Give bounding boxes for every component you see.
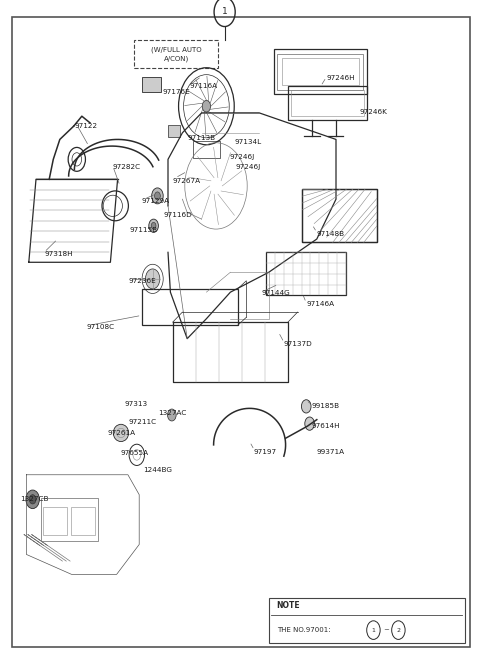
Text: 97197: 97197 (253, 448, 276, 455)
Text: 1327CB: 1327CB (20, 496, 48, 503)
Bar (266, 252, 346, 295)
Bar (168, 125, 180, 137)
Circle shape (149, 219, 158, 232)
Text: 97108C: 97108C (86, 323, 115, 330)
Bar (269, 598, 465, 643)
Bar (274, 49, 367, 94)
Text: 97246J: 97246J (229, 153, 255, 160)
Text: NOTE: NOTE (276, 601, 300, 610)
Circle shape (151, 222, 156, 229)
Text: 97116A: 97116A (190, 83, 218, 90)
Circle shape (202, 100, 211, 112)
Text: 1244BG: 1244BG (143, 467, 172, 473)
Bar (41, 498, 98, 541)
Text: 1: 1 (372, 627, 375, 633)
Text: 97655A: 97655A (121, 450, 149, 456)
Bar (43, 507, 67, 535)
Bar (134, 40, 218, 68)
Text: 2: 2 (396, 627, 400, 633)
Bar (277, 54, 363, 90)
Text: 97246J: 97246J (235, 164, 261, 171)
Text: 97313: 97313 (125, 400, 148, 407)
Text: THE NO.97001:: THE NO.97001: (277, 627, 331, 633)
Circle shape (145, 269, 160, 289)
Text: 97148B: 97148B (317, 230, 345, 237)
Text: 97116D: 97116D (163, 212, 192, 218)
Circle shape (168, 409, 176, 421)
Bar (142, 77, 161, 92)
Bar (302, 189, 377, 242)
Text: 97134L: 97134L (234, 139, 262, 145)
Text: 97236E: 97236E (129, 278, 156, 284)
Text: 1327AC: 1327AC (158, 410, 187, 416)
Text: 97261A: 97261A (108, 430, 136, 436)
Bar (291, 90, 364, 116)
Text: 97614H: 97614H (311, 423, 340, 430)
Text: 97144G: 97144G (262, 290, 290, 297)
Text: 97246H: 97246H (326, 75, 355, 82)
Text: 99371A: 99371A (317, 448, 345, 455)
Bar (282, 58, 359, 85)
Bar (288, 86, 367, 120)
Ellipse shape (113, 424, 129, 442)
Circle shape (155, 192, 160, 200)
Circle shape (301, 400, 311, 413)
Text: 97246K: 97246K (359, 108, 387, 115)
Text: 97129A: 97129A (142, 197, 170, 204)
Text: 97267A: 97267A (173, 177, 201, 184)
Text: (W/FULL AUTO: (W/FULL AUTO (151, 46, 202, 53)
Bar (302, 189, 377, 242)
Text: 97115B: 97115B (130, 227, 158, 234)
Circle shape (305, 417, 314, 430)
Text: 97146A: 97146A (306, 301, 335, 307)
Circle shape (29, 495, 36, 504)
Text: 1: 1 (222, 7, 228, 17)
Text: 97211C: 97211C (129, 419, 157, 426)
Text: 97318H: 97318H (44, 250, 73, 257)
Circle shape (26, 490, 39, 509)
Circle shape (152, 188, 163, 204)
Text: A/CON): A/CON) (164, 56, 189, 62)
Bar (193, 141, 220, 158)
Bar (142, 289, 238, 325)
Text: ~: ~ (383, 627, 389, 633)
Text: 97137D: 97137D (283, 341, 312, 347)
Text: 97282C: 97282C (113, 164, 141, 171)
Text: 97113B: 97113B (187, 135, 216, 141)
Text: 99185B: 99185B (311, 403, 339, 410)
Text: 97176E: 97176E (162, 88, 190, 95)
Text: 97122: 97122 (74, 123, 97, 129)
Bar (71, 507, 95, 535)
